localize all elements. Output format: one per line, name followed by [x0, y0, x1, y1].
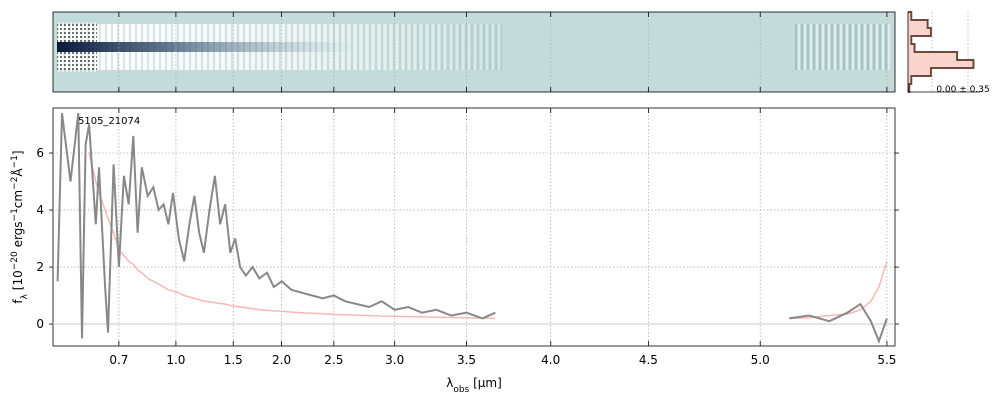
y-axis-label: fλ [10−20 ergs−1cm−2Å−1] [10, 150, 30, 303]
x-tick-label: 2.5 [324, 353, 343, 367]
profile-bar [908, 20, 928, 28]
y-tick-label: 2 [36, 260, 44, 274]
x-tick-label: 1.5 [224, 353, 243, 367]
spectrum-2d-panel [52, 11, 896, 93]
y-tick-label: 4 [36, 203, 44, 217]
label-part: ergs [11, 221, 25, 251]
x-tick-label: 3.5 [457, 353, 476, 367]
panel-frame [52, 11, 896, 93]
profile-bar [908, 76, 912, 84]
spectrum-line [88, 152, 888, 320]
x-tick-label: 4.5 [639, 353, 658, 367]
profile-label: 0.00 ± 0.35 [936, 85, 989, 95]
annotation: 5105_21074 [78, 116, 140, 127]
profile-axes [907, 12, 980, 93]
y-tick-label: 0 [36, 317, 44, 331]
x-tick-label: 4.0 [541, 353, 560, 367]
profile-bar [908, 36, 912, 44]
spectrum-line [56, 112, 888, 345]
profile-bar [908, 68, 931, 76]
label-part: λ [446, 376, 453, 390]
x-axis-label: λobs [μm] [446, 376, 502, 395]
x-tick-label: 2.0 [272, 353, 291, 367]
label-part: −1 [10, 208, 20, 221]
x-tick-label: 1.0 [166, 353, 185, 367]
label-part: −1 [10, 155, 20, 168]
label-part: −2 [10, 177, 20, 190]
profile-bar [908, 44, 915, 52]
label-part: λ [20, 293, 30, 299]
label-part: obs [453, 385, 469, 395]
label-part: ] [11, 150, 25, 155]
label-part: [10 [11, 270, 25, 294]
label-part: cm [11, 190, 25, 208]
profile-bar [908, 52, 958, 60]
spectrum-2d-noise [795, 24, 890, 70]
label-part: f [11, 299, 25, 304]
label-part: −20 [10, 251, 20, 270]
profile-bar [908, 28, 931, 36]
x-tick-label: 3.0 [385, 353, 404, 367]
profile-line [908, 11, 975, 93]
x-tick-label: 5.5 [877, 353, 896, 367]
y-tick-label: 6 [36, 146, 44, 160]
label-part: Å [10, 168, 25, 177]
plot-frame [52, 107, 896, 347]
label-part: [μm] [469, 376, 502, 390]
x-tick-label: 5.0 [751, 353, 770, 367]
x-tick-label: 0.7 [109, 353, 128, 367]
spectrum-2d-streak [57, 42, 357, 52]
profile-bar [908, 12, 912, 20]
profile-bar [908, 60, 974, 68]
